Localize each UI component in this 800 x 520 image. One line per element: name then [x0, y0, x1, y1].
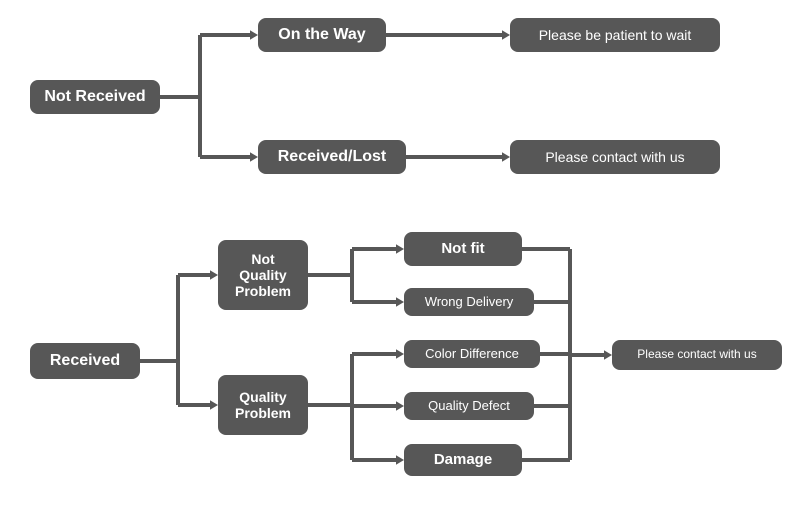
- node-contact-1: Please contact with us: [510, 140, 720, 174]
- node-contact-2: Please contact with us: [612, 340, 782, 370]
- flowchart-stage: Not Received On the Way Received/Lost Pleas…: [0, 0, 800, 520]
- node-quality-problem: QualityProblem: [218, 375, 308, 435]
- node-damage: Damage: [404, 444, 522, 476]
- node-not-quality-problem: NotQualityProblem: [218, 240, 308, 310]
- node-not-fit: Not fit: [404, 232, 522, 266]
- node-on-the-way: On the Way: [258, 18, 386, 52]
- node-wait: Please be patient to wait: [510, 18, 720, 52]
- node-quality-defect: Quality Defect: [404, 392, 534, 420]
- node-wrong-delivery: Wrong Delivery: [404, 288, 534, 316]
- connector-layer: [0, 0, 800, 520]
- node-not-received: Not Received: [30, 80, 160, 114]
- node-color-diff: Color Difference: [404, 340, 540, 368]
- node-received: Received: [30, 343, 140, 379]
- node-received-lost: Received/Lost: [258, 140, 406, 174]
